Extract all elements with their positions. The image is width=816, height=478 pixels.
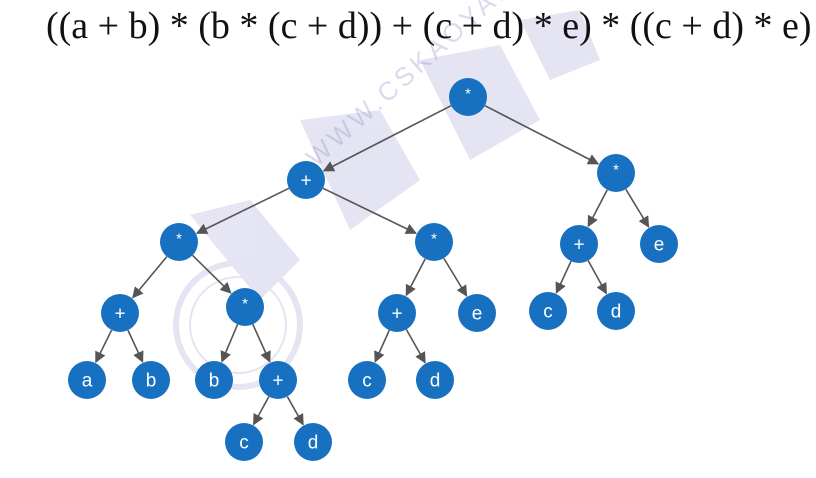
tree-edge [484,104,600,165]
tree-node-circle [225,423,263,461]
tree-node: b [195,361,233,399]
tree-edge [220,324,239,363]
tree-node: + [560,225,598,263]
tree-node: e [640,225,678,263]
tree-node: + [287,161,325,199]
tree-node-circle [415,223,453,261]
tree-node-label: c [543,302,553,323]
tree-node: * [449,78,487,116]
tree-node-circle [597,154,635,192]
tree-node-label: + [114,304,125,325]
tree-node-circle [294,423,332,461]
tree-node-label: d [430,371,441,392]
tree-node-label: + [391,304,402,325]
tree-node: a [68,361,106,399]
tree-node: b [132,361,170,399]
tree-edge [322,104,452,172]
tree-node: * [160,223,198,261]
tree-node: + [378,294,416,332]
tree-edge [587,189,608,228]
tree-node-circle [458,294,496,332]
tree-edge [405,258,426,297]
tree-edge [587,260,608,295]
tree-node: + [259,361,297,399]
tree-node-circle [101,294,139,332]
tree-node: d [416,361,454,399]
tree-edge [374,330,390,363]
tree-edge [191,254,232,294]
tree-node-label: a [82,371,93,392]
tree-node-label: + [300,171,311,192]
tree-node-label: + [573,235,584,256]
tree-node-label: + [272,371,283,392]
tree-node-circle [259,361,297,399]
tree-node: * [226,288,264,326]
tree-node: d [597,292,635,330]
tree-node-circle [449,78,487,116]
tree-edge [252,323,271,363]
tree-edge [95,329,113,364]
tree-node-circle [132,361,170,399]
tree-edge [625,188,650,228]
tree-node-label: * [176,231,182,248]
tree-node-label: c [239,433,249,454]
tree-node-label: d [611,302,622,323]
tree-node-circle [68,361,106,399]
tree-node-label: b [209,371,220,392]
tree-node: c [529,292,567,330]
tree-edge [443,257,468,297]
tree-node-label: d [308,433,319,454]
tree-node-label: e [472,304,483,325]
tree-edge [127,329,144,363]
tree-node-circle [287,161,325,199]
tree-node: e [458,294,496,332]
tree-node: * [415,223,453,261]
tree-edge [252,396,270,426]
tree-node-label: * [465,86,471,103]
tree-edge [555,260,572,294]
tree-node-circle [195,361,233,399]
tree-node: c [225,423,263,461]
tree-node-circle [560,225,598,263]
tree-edge [195,187,290,234]
tree-node-circle [529,292,567,330]
watermark-logo [173,10,600,390]
tree-node: d [294,423,332,461]
tree-node-label: * [613,162,619,179]
tree-node-label: e [654,235,665,256]
tree-node-circle [640,225,678,263]
tree-node-circle [378,294,416,332]
expression-formula: ((a + b) * (b * (c + d)) + (c + d) * e) … [46,5,812,47]
tree-node-circle [597,292,635,330]
tree-node: + [101,294,139,332]
tree-node-label: * [242,296,248,313]
tree-node-label: * [431,231,437,248]
tree-edge [286,396,304,426]
tree-node-circle [348,361,386,399]
tree-edge [132,256,168,299]
tree-node: * [597,154,635,192]
tree-node-circle [160,223,198,261]
tree-node-circle [226,288,264,326]
tree-node: c [348,361,386,399]
tree-node-circle [416,361,454,399]
tree-node-label: c [362,371,372,392]
tree-edge [322,187,418,235]
tree-node-label: b [146,371,157,392]
tree-edge [405,329,426,364]
